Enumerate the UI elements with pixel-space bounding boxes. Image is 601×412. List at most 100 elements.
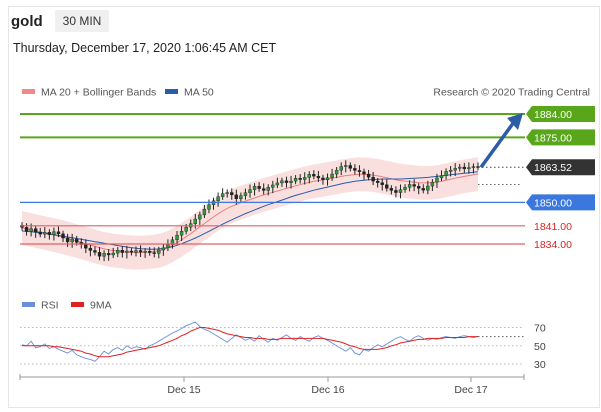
candle-body xyxy=(271,184,275,188)
candle-body xyxy=(403,187,407,190)
candle-body xyxy=(75,238,79,243)
candle xyxy=(366,169,371,181)
candle xyxy=(426,180,430,195)
candle xyxy=(138,245,143,257)
price-levels: 1884.00 1875.00 1863.52 1850.00 1841.00 1834.… xyxy=(20,106,595,251)
rsi-legend-swatch xyxy=(22,302,35,307)
level-label-1863.52: 1863.52 xyxy=(534,162,572,174)
candle-body xyxy=(216,196,220,202)
candle-body xyxy=(375,180,380,183)
candle-body xyxy=(166,244,170,249)
candle-body xyxy=(184,226,188,232)
candle xyxy=(348,162,353,172)
candle xyxy=(453,163,457,177)
candle xyxy=(321,174,325,185)
candle-body xyxy=(52,231,56,235)
candle xyxy=(147,247,152,256)
candle xyxy=(47,229,52,240)
candle-body xyxy=(284,180,289,183)
forecast-arrow-shaft xyxy=(479,120,516,169)
candle-body xyxy=(266,187,270,191)
rsi-line xyxy=(21,321,479,362)
candle xyxy=(152,247,156,258)
candle-body xyxy=(412,184,416,187)
level-tag-1884.00 xyxy=(526,106,595,122)
candle xyxy=(398,184,403,199)
candle-body xyxy=(143,251,147,253)
level-tag-1875.00 xyxy=(526,129,595,146)
candle-body xyxy=(303,177,307,180)
candle xyxy=(202,205,207,218)
candle-body xyxy=(29,228,33,232)
candle-body xyxy=(421,188,425,191)
candle-body xyxy=(280,180,284,184)
candle-body xyxy=(129,250,134,253)
candle-body xyxy=(198,214,202,220)
candle-body xyxy=(179,231,184,236)
candle-body xyxy=(134,250,138,253)
candle xyxy=(362,168,366,180)
candle xyxy=(339,162,343,176)
rsi-tick-30: 30 xyxy=(534,359,546,371)
candle-body xyxy=(248,189,252,193)
candle xyxy=(261,183,266,195)
x-tick-label: Dec 15 xyxy=(167,384,200,396)
candle-body xyxy=(417,186,421,189)
candle xyxy=(344,160,348,173)
ma50-line xyxy=(21,171,479,250)
candle-body xyxy=(120,250,125,253)
timeframe-badge[interactable]: 30 MIN xyxy=(54,10,110,32)
candle-body xyxy=(138,250,143,253)
candle xyxy=(161,243,166,256)
candle xyxy=(389,185,394,195)
candle xyxy=(394,186,398,198)
candle-body xyxy=(252,186,257,190)
candle-body xyxy=(97,252,102,257)
candle-body xyxy=(307,174,311,178)
candle xyxy=(243,188,248,200)
candle xyxy=(70,233,74,248)
candle-body xyxy=(325,177,330,180)
candle-body xyxy=(316,175,321,179)
candle xyxy=(252,183,257,196)
candle-body xyxy=(106,253,111,256)
candle-body xyxy=(458,166,462,169)
candle-body xyxy=(435,177,439,183)
candle-body xyxy=(88,247,93,251)
candle-body xyxy=(467,167,471,170)
candle xyxy=(421,184,425,194)
candle xyxy=(111,247,115,259)
candle xyxy=(38,227,42,238)
candle xyxy=(248,184,252,198)
x-tick-label: Dec 17 xyxy=(454,384,487,396)
candle-body xyxy=(193,218,197,224)
rsi-tick-50: 50 xyxy=(534,341,546,353)
candle-body xyxy=(234,194,239,199)
candle xyxy=(116,247,120,258)
candle-body xyxy=(230,192,234,196)
candle-body xyxy=(257,186,261,189)
candle-body xyxy=(298,178,302,180)
candle xyxy=(371,171,375,186)
ma9-legend-label: 9MA xyxy=(90,300,112,312)
candle-body xyxy=(394,190,398,193)
candle-body xyxy=(398,189,403,193)
candle-body xyxy=(312,174,316,177)
candle xyxy=(289,175,293,189)
candle xyxy=(239,192,243,202)
candle xyxy=(93,246,97,256)
candle-body xyxy=(339,166,343,171)
candle xyxy=(334,167,339,179)
candle xyxy=(293,175,298,185)
candle xyxy=(462,162,467,173)
candle-body xyxy=(125,250,129,253)
candle-body xyxy=(439,175,444,179)
candle xyxy=(375,177,380,188)
candle-body xyxy=(430,181,435,187)
forecast-arrow-head xyxy=(507,113,523,130)
candle-body xyxy=(275,182,280,186)
candle-body xyxy=(330,173,334,178)
candle-body xyxy=(407,184,412,188)
candle xyxy=(52,227,56,241)
candle-body xyxy=(362,171,366,175)
